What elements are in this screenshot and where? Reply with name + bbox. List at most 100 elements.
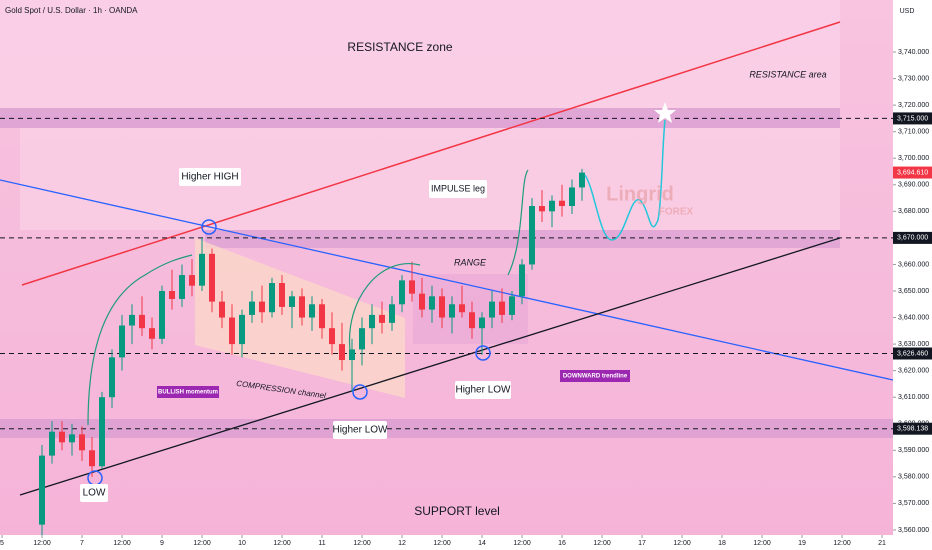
candle-body	[339, 344, 345, 361]
label-box	[80, 484, 108, 502]
label-box	[560, 370, 630, 382]
y-tick-label: 3,630.000	[898, 341, 929, 348]
level-tag	[893, 166, 932, 179]
x-tick-label: 12:00	[833, 540, 851, 547]
candle-body	[99, 397, 105, 467]
x-tick-label: 12:00	[273, 540, 291, 547]
x-tick-label: 11	[318, 540, 325, 547]
candle-body	[299, 296, 305, 318]
candle-body	[209, 253, 215, 302]
candle-body	[59, 431, 65, 443]
support-trendline	[19, 237, 841, 496]
x-tick-label: 12:00	[113, 540, 131, 547]
levels	[0, 117, 893, 430]
label-box	[333, 421, 387, 439]
candle-body	[489, 301, 495, 318]
y-tick-label: 3,680.000	[898, 208, 929, 215]
annotation: DOWNWARD trendline	[563, 374, 628, 380]
candle-body	[509, 296, 515, 315]
upper-band	[0, 108, 840, 128]
candle-body	[219, 301, 225, 318]
x-tick-label: 12:00	[593, 540, 611, 547]
candle-body	[389, 304, 395, 323]
x-tick-label: 9	[160, 540, 164, 547]
candle-body	[239, 314, 245, 345]
level-tag	[893, 112, 932, 125]
range-arrow	[348, 263, 421, 351]
candle-body	[459, 304, 465, 313]
label-box	[455, 381, 511, 399]
y-tick-label: 3,640.000	[898, 314, 929, 321]
price-axis	[893, 0, 932, 550]
candle-body	[309, 304, 315, 318]
logo: FOREX	[659, 207, 694, 218]
candle-body	[449, 304, 455, 318]
candle-body	[279, 283, 285, 307]
candle-body	[119, 325, 125, 358]
axes: 3,560.0003,570.0003,580.0003,590.0003,60…	[0, 49, 932, 547]
bullish-arrow	[87, 254, 193, 426]
chart-title: Gold Spot / U.S. Dollar · 1h · OANDA	[5, 6, 138, 15]
candle-body	[199, 253, 205, 286]
x-tick-label: 12:00	[433, 540, 451, 547]
candle-body	[359, 328, 365, 350]
annotation: Higher LOW	[332, 425, 388, 436]
x-tick-label: 19	[798, 540, 806, 547]
candle-body	[499, 301, 505, 315]
candle-body	[439, 296, 445, 318]
y-tick-label: 3,560.000	[898, 527, 929, 534]
candle-body	[269, 283, 275, 313]
candle-body	[319, 304, 325, 329]
resistance-zone	[0, 0, 840, 108]
higher-low-marker	[352, 384, 368, 400]
level-label: 3,694.610	[897, 169, 928, 176]
candle-body	[129, 314, 135, 326]
projection-path	[584, 119, 666, 241]
x-tick-label: 12:00	[513, 540, 531, 547]
x-tick-label: 17	[638, 540, 646, 547]
candle-body	[109, 357, 115, 398]
annotation: Higher LOW	[455, 385, 511, 396]
candle-body	[529, 206, 535, 265]
x-tick-label: 12:00	[33, 540, 51, 547]
x-tick-label: 12:00	[673, 540, 691, 547]
candle-body	[189, 275, 195, 286]
candle-body	[419, 293, 425, 310]
currency: USD	[900, 8, 915, 15]
resistance-trendline	[21, 21, 841, 286]
label-box	[179, 168, 241, 186]
candle-body	[159, 290, 165, 339]
candle-body	[399, 280, 405, 305]
annotation: Higher HIGH	[181, 172, 238, 183]
candles	[39, 168, 585, 536]
candle-body	[149, 328, 155, 339]
candle-body	[139, 314, 145, 329]
level-tag	[893, 231, 932, 244]
candle-body	[89, 450, 95, 467]
higher-high-marker	[201, 219, 217, 235]
candle-body	[579, 172, 585, 188]
level-label: 3,598.138	[897, 426, 928, 433]
candle-body	[379, 314, 385, 323]
candle-body	[429, 296, 435, 310]
y-tick-label: 3,580.000	[898, 474, 929, 481]
candle-body	[369, 314, 375, 329]
candle-body	[39, 455, 45, 525]
candle-body	[549, 200, 555, 212]
downward-trendline	[0, 179, 894, 381]
candle-body	[479, 317, 485, 329]
candle-body	[569, 187, 575, 207]
x-tick-label: 5	[0, 540, 4, 547]
target-star	[654, 102, 676, 123]
candle-body	[519, 264, 525, 297]
candle-body	[289, 296, 295, 307]
y-tick-label: 3,650.000	[898, 288, 929, 295]
candle-body	[409, 280, 415, 294]
x-tick-label: 18	[718, 540, 726, 547]
candle-body	[169, 290, 175, 299]
candle-body	[349, 349, 355, 361]
x-tick-label: 12	[398, 540, 406, 547]
y-tick-label: 3,660.000	[898, 261, 929, 268]
candle-body	[49, 431, 55, 456]
